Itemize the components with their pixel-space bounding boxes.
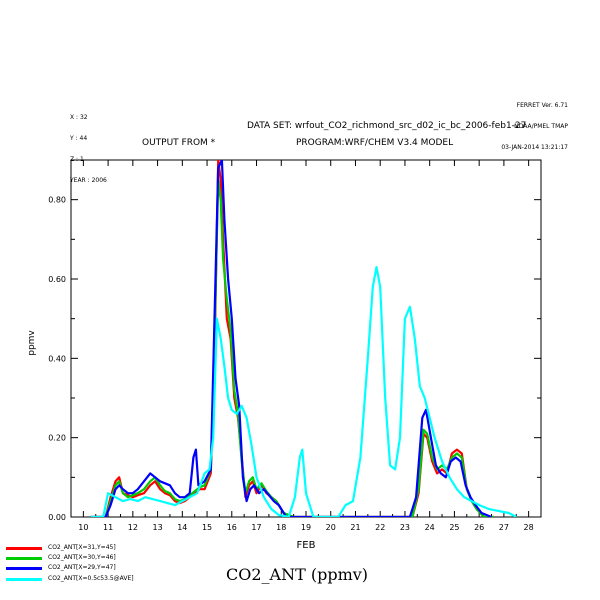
legend-label: CO2_ANT[X=30,Y=46] xyxy=(48,554,116,561)
legend-swatch xyxy=(6,557,42,560)
x-tick-label: 12 xyxy=(128,523,138,532)
y-tick-label: 0.60 xyxy=(48,275,66,284)
legend-swatch xyxy=(6,578,42,581)
footer-title: CO2_ANT (ppmv) xyxy=(226,565,369,584)
x-tick-label: 21 xyxy=(350,523,360,532)
x-tick-label: 28 xyxy=(524,523,534,532)
location-info: X : 32 Y : 44 Z : 1 YEAR : 2006 xyxy=(70,100,107,191)
x-tick-label: 14 xyxy=(177,523,187,532)
ferret-org: NOAA/PMEL TMAP xyxy=(514,123,568,130)
y-tick-label: 0.80 xyxy=(48,196,66,205)
dataset-label: DATA SET: wrfout_CO2_richmond_src_d02_ic… xyxy=(247,121,527,131)
x-tick-label: 22 xyxy=(375,523,385,532)
location-z: Z : 1 xyxy=(70,156,84,163)
legend-label: CO2_ANT[X=31,Y=45] xyxy=(48,544,116,551)
ferret-info: FERRET Ver. 6.71 NOAA/PMEL TMAP 03-JAN-2… xyxy=(501,88,568,158)
x-axis-label: FEB xyxy=(297,540,316,551)
y-tick-label: 0.40 xyxy=(48,354,66,363)
x-tick-label: 26 xyxy=(474,523,484,532)
x-tick-label: 13 xyxy=(152,523,162,532)
ferret-version: FERRET Ver. 6.71 xyxy=(516,102,568,109)
location-year: YEAR : 2006 xyxy=(70,177,107,184)
x-tick-label: 18 xyxy=(276,523,286,532)
x-tick-label: 16 xyxy=(227,523,237,532)
plot-frame xyxy=(70,159,542,518)
legend-label: CO2_ANT[X=0.5c53.5@AVE] xyxy=(48,575,134,582)
program-label: PROGRAM:WRF/CHEM V3.4 MODEL xyxy=(296,138,454,148)
y-tick-label: 0.20 xyxy=(48,434,66,443)
x-tick-label: 20 xyxy=(326,523,336,532)
x-tick-label: 27 xyxy=(499,523,509,532)
chart-lines xyxy=(90,160,517,517)
x-tick-label: 10 xyxy=(78,523,88,532)
ferret-date: 03-JAN-2014 13:21:17 xyxy=(501,144,568,151)
y-axis-label: ppmv xyxy=(27,330,37,356)
series-line-3 xyxy=(90,160,492,517)
x-tick-label: 15 xyxy=(202,523,212,532)
x-tick-label: 19 xyxy=(301,523,311,532)
series-line-2 xyxy=(90,178,494,517)
location-x: X : 32 xyxy=(70,114,88,121)
series-line-4 xyxy=(90,266,517,517)
legend-swatch xyxy=(6,547,42,550)
y-tick-label: 0.00 xyxy=(48,513,66,522)
location-y: Y : 44 xyxy=(70,135,88,142)
x-tick-label: 25 xyxy=(449,523,459,532)
x-tick-label: 24 xyxy=(425,523,435,532)
legend-swatch xyxy=(6,567,42,570)
legend-label: CO2_ANT[X=29,Y=47] xyxy=(48,564,116,571)
x-tick-label: 11 xyxy=(103,523,113,532)
x-tick-label: 23 xyxy=(400,523,410,532)
output-from-label: OUTPUT FROM * xyxy=(142,138,216,148)
axis-ticks xyxy=(70,159,542,518)
x-tick-label: 17 xyxy=(251,523,261,532)
axis-tick-labels: 10 11 12 13 14 15 16 17 18 19 20 21 22 23 24 25 26 27 28 0.… xyxy=(48,196,534,532)
